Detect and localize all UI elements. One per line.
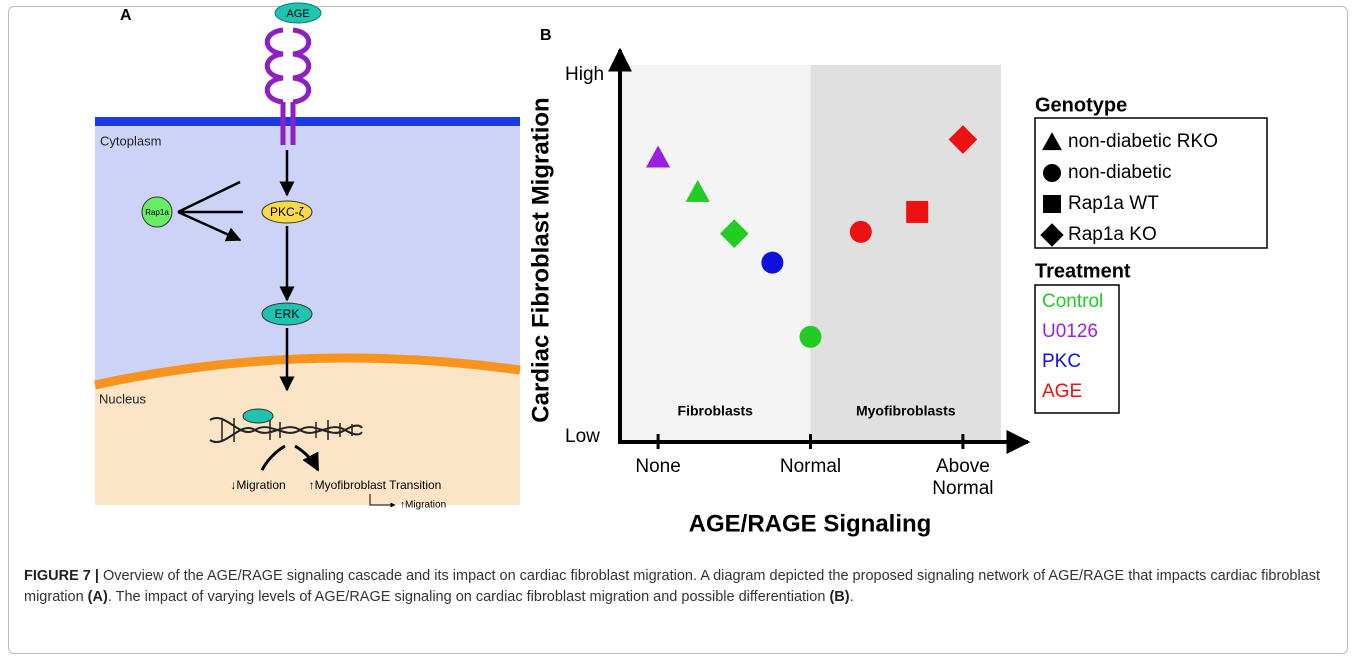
pkc-node [261, 200, 313, 224]
point [906, 200, 929, 223]
point [646, 145, 671, 168]
dna-factor [242, 408, 274, 424]
outcome-label: ↑Migration [400, 500, 446, 511]
legend-title: Genotype [1035, 94, 1127, 116]
rage-receptor [264, 27, 312, 145]
erk-label: ERK [275, 307, 300, 321]
pkc-label: PKC-ζ [270, 205, 305, 219]
x-tick-label: Normal [780, 456, 841, 477]
legend-label: non-diabetic RKO [1068, 131, 1218, 152]
legend-label: Rap1a WT [1068, 193, 1159, 214]
legend-label: Control [1042, 291, 1103, 312]
panel-letter: A [120, 7, 132, 24]
x-tick-label: Above Normal [932, 456, 993, 499]
figure: AGE Cytoplasm A Rap1a PKC-ζ ERK Nucleus … [94, 2, 1268, 537]
caption-ref: (A) [87, 589, 108, 605]
y-tick-label: High [565, 64, 604, 85]
arrows [177, 180, 243, 240]
region [620, 65, 811, 440]
point [685, 179, 710, 202]
region [810, 65, 1001, 440]
outcome-label: ↓Migration [230, 478, 285, 492]
point [948, 125, 978, 154]
dna-rungs [221, 418, 353, 442]
nucleus-label: Nucleus [99, 391, 146, 406]
point [799, 325, 822, 348]
legend-marker [1040, 223, 1064, 247]
legend-marker [1042, 132, 1062, 151]
nucleus-area [95, 358, 520, 505]
caption-label: FIGURE 7 | [24, 568, 99, 584]
legend-marker [1043, 164, 1061, 182]
arrow [369, 494, 396, 508]
panel-a: AGE Cytoplasm A Rap1a PKC-ζ ERK Nucleus … [94, 2, 521, 511]
caption: FIGURE 7 | Overview of the AGE/RAGE sign… [24, 566, 1334, 608]
region-label: Myofibroblasts [856, 403, 956, 419]
arrows [260, 444, 318, 470]
point [761, 251, 784, 274]
caption-text: . The impact of varying levels of AGE/RA… [107, 589, 830, 605]
caption-text: Overview of the AGE/RAGE signaling casca… [24, 568, 1321, 605]
rap1a-node [141, 196, 173, 228]
cytoplasm-label: Cytoplasm [100, 133, 161, 148]
outcome-label: ↑Myofibroblast Transition [309, 478, 442, 492]
legend-box [1034, 117, 1268, 249]
age-node [274, 2, 322, 24]
legend-label: U0126 [1042, 321, 1098, 342]
region-label: Fibroblasts [678, 403, 754, 419]
legend-marker [1043, 195, 1061, 213]
panel-letter: B [540, 27, 552, 44]
caption-text: . [849, 589, 854, 605]
cell-membrane [95, 117, 520, 126]
rap1a-label: Rap1a [145, 208, 169, 217]
erk-node [261, 302, 313, 326]
y-axis-title: Cardiac Fibroblast Migration [527, 97, 554, 422]
figure-frame [8, 6, 1348, 654]
legend-label: non-diabetic [1068, 162, 1172, 183]
x-axis-title: AGE/RAGE Signaling [689, 510, 932, 537]
x-tick-label: None [635, 456, 680, 477]
point [720, 219, 749, 248]
legend-label: PKC [1042, 351, 1081, 372]
legend-label: AGE [1042, 381, 1082, 402]
age-label: AGE [286, 8, 309, 20]
caption-ref: (B) [829, 589, 850, 605]
legend-title: Treatment [1035, 260, 1131, 282]
nuclear-membrane [94, 353, 521, 390]
y-tick-label: Low [565, 426, 600, 447]
panel-b: B Fibroblasts Myofibroblasts None Normal Abo… [527, 27, 1268, 537]
point [849, 220, 872, 243]
cytoplasm-area [95, 118, 520, 393]
legend-box [1034, 284, 1120, 414]
legend-label: Rap1a KO [1068, 224, 1157, 245]
